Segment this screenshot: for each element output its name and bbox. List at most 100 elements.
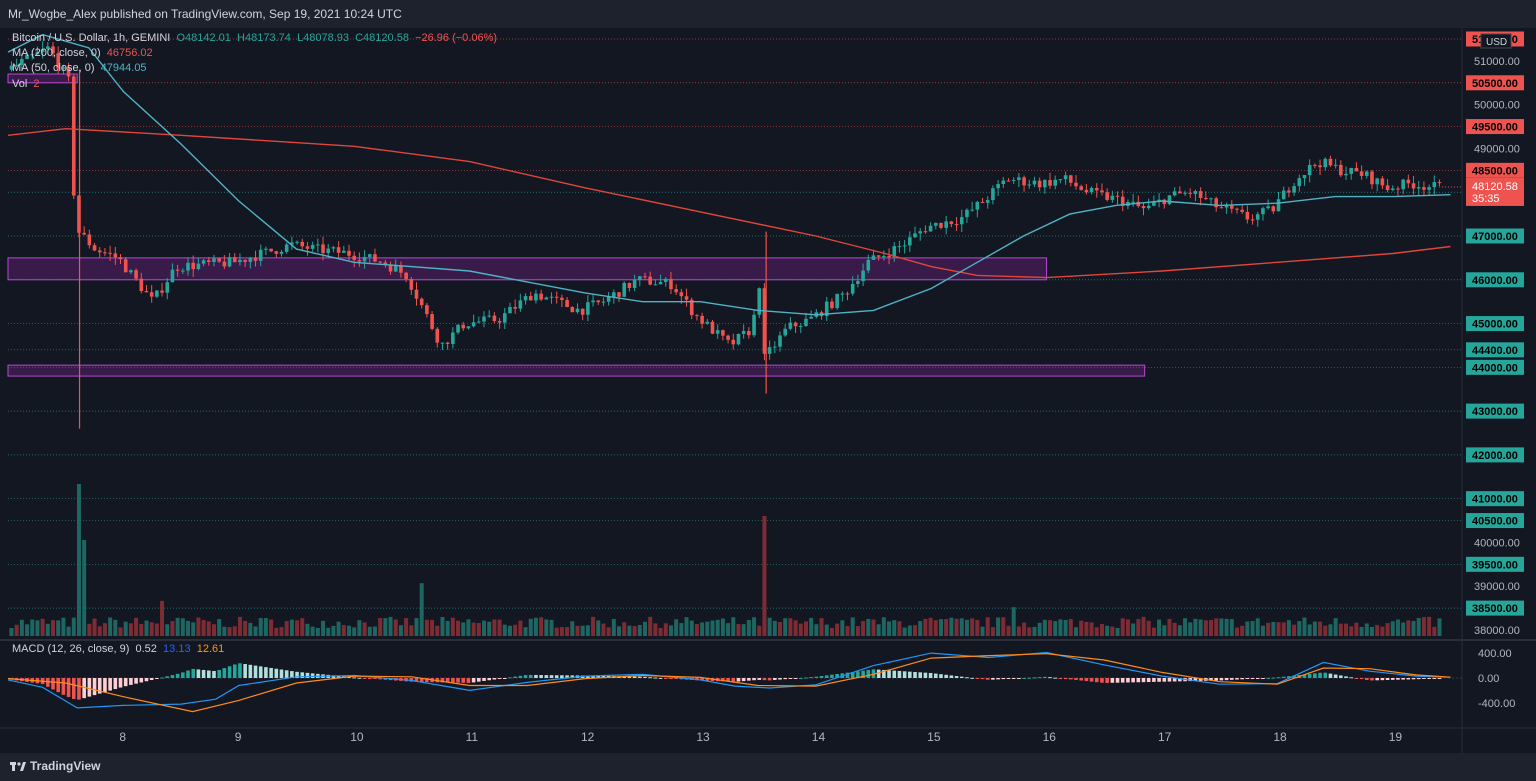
macd-histogram-bar: [513, 676, 517, 678]
volume-bar: [1395, 619, 1400, 636]
volume-bar: [1250, 620, 1255, 636]
candle-body: [726, 335, 730, 340]
volume-bar: [990, 627, 995, 636]
candle-body: [1105, 192, 1109, 200]
macd-histogram-bar: [357, 677, 362, 679]
volume-bar: [622, 622, 627, 636]
candle-body: [1302, 175, 1307, 179]
macd-histogram-bar: [471, 678, 476, 683]
candle-body: [705, 321, 710, 324]
time-tick-label: 11: [466, 730, 479, 744]
volume-bar: [1323, 625, 1328, 636]
price-level-tag-label: 48500.00: [1472, 165, 1518, 177]
macd-histogram-bar: [186, 670, 190, 678]
volume-bar: [1115, 627, 1120, 636]
tradingview-brand[interactable]: TradingView: [10, 759, 100, 773]
volume-bar: [507, 625, 512, 636]
macd-histogram-bar: [887, 670, 891, 678]
candle-body: [175, 269, 180, 271]
candle-body: [347, 250, 351, 256]
candle-body: [1307, 164, 1312, 176]
volume-bar: [752, 617, 757, 636]
volume-bar: [575, 625, 580, 636]
macd-histogram-bar: [1167, 678, 1172, 682]
candle-body: [502, 313, 507, 323]
macd-histogram-bar: [933, 673, 938, 678]
volume-bar: [1162, 625, 1167, 636]
macd-histogram-bar: [56, 678, 60, 693]
candle-body: [1281, 190, 1286, 200]
candle-body: [1152, 202, 1156, 206]
macd-line-value: 13.13: [163, 643, 191, 655]
candle-body: [393, 265, 398, 272]
candle-body: [1188, 192, 1193, 194]
candle-body: [1250, 219, 1255, 221]
volume-bar: [1048, 620, 1053, 636]
macd-histogram-bar: [1266, 677, 1270, 679]
macd-histogram-bar: [269, 667, 273, 678]
volume-bar: [881, 617, 886, 636]
volume-bar: [466, 619, 471, 636]
macd-histogram-bar: [347, 676, 351, 678]
macd-histogram-bar: [669, 678, 673, 679]
candle-body: [1390, 188, 1395, 191]
volume-bar: [1240, 625, 1245, 636]
candle-body: [1198, 191, 1203, 198]
candle-body: [679, 292, 684, 297]
tradingview-logo-icon: [10, 762, 26, 771]
macd-histogram-bar: [1069, 678, 1073, 680]
volume-bar: [1042, 619, 1047, 636]
candle-body: [528, 296, 533, 301]
candle-body: [461, 324, 466, 329]
candle-body: [295, 241, 299, 243]
candle-body: [1328, 158, 1333, 166]
macd-histogram-bar: [108, 678, 112, 691]
candle-body: [456, 324, 460, 333]
macd-histogram-bar: [97, 678, 102, 694]
macd-histogram-bar: [892, 670, 897, 678]
time-tick-label: 19: [1389, 730, 1403, 744]
macd-histogram-bar: [1172, 678, 1177, 682]
macd-histogram-bar: [92, 678, 97, 696]
volume-bar: [456, 620, 461, 636]
volume-bar: [1338, 623, 1343, 636]
candle-body: [933, 222, 938, 226]
candle-body: [684, 296, 689, 300]
volume-bar: [30, 619, 35, 636]
candle-body: [991, 188, 995, 201]
volume-bar: [1234, 627, 1239, 636]
macd-histogram-bar: [793, 678, 798, 679]
candle-body: [144, 291, 149, 293]
volume-bar: [1120, 618, 1125, 636]
macd-histogram-bar: [528, 674, 533, 678]
volume-bar: [123, 621, 128, 636]
candle-body: [741, 331, 746, 334]
candle-body: [160, 290, 164, 293]
volume-bar: [435, 625, 440, 636]
candle-body: [1401, 179, 1405, 190]
volume-bar: [736, 623, 741, 636]
chart-canvas[interactable]: 51000.00 50000.00 49000.00 40000.00 39000.00…: [0, 28, 1536, 753]
macd-histogram-bar: [965, 677, 969, 679]
candle-body: [238, 259, 242, 263]
macd-histogram-bar: [1136, 678, 1141, 683]
volume-bar: [1390, 621, 1395, 636]
candle-body: [170, 269, 175, 283]
candle-body: [534, 293, 538, 301]
macd-histogram-bar: [1198, 678, 1203, 681]
candle-body: [554, 296, 559, 298]
candle-body: [518, 300, 523, 309]
candle-body: [1131, 201, 1135, 203]
candle-body: [331, 247, 336, 249]
macd-histogram-bar: [601, 675, 606, 678]
candle-body: [108, 252, 112, 254]
candle-body: [232, 257, 237, 263]
candle-body: [316, 244, 320, 246]
macd-histogram-bar: [544, 675, 549, 678]
macd-histogram-bar: [632, 676, 637, 678]
volume-bar: [253, 626, 258, 636]
macd-histogram-bar: [798, 677, 803, 679]
macd-histogram-bar: [227, 666, 232, 678]
macd-histogram-bar: [970, 677, 974, 679]
price-level-tag-label: 47000.00: [1472, 231, 1518, 243]
